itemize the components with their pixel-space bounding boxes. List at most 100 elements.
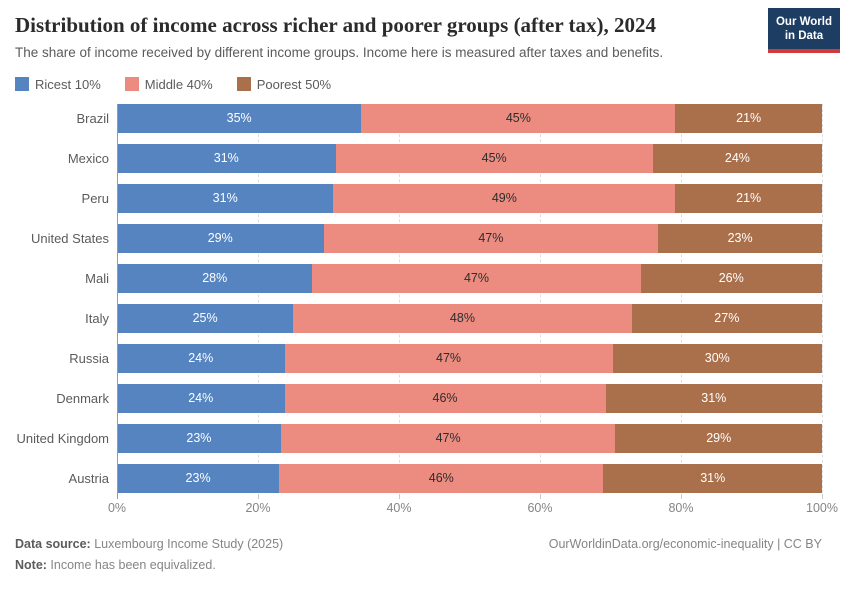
- data-source-label: Data source:: [15, 536, 91, 551]
- chart-rows: Brazil 35% 45% 21% Mexico 31% 45% 24% Peru 31% 49%…: [15, 103, 822, 493]
- legend-swatch-icon: [15, 77, 29, 92]
- note-text: Income has been equivalized.: [46, 557, 216, 572]
- chart-title: Distribution of income across richer and…: [15, 13, 657, 37]
- bar-row: United Kingdom 23% 47% 29%: [15, 423, 822, 453]
- bar-segment: 45%: [361, 103, 676, 133]
- legend-label: Poorest 50%: [256, 76, 332, 92]
- bar-segment: 49%: [333, 183, 676, 213]
- bar-row: Italy 25% 48% 27%: [15, 303, 822, 333]
- bar-segment: 31%: [117, 183, 334, 213]
- note-line: Note: Income has been equivalized.: [15, 555, 283, 576]
- bar-segment: 28%: [117, 263, 313, 293]
- gridlines-layer: [117, 103, 823, 493]
- bar-segment: 30%: [612, 343, 822, 373]
- country-label: Brazil: [76, 110, 109, 126]
- bar-row: Mali 28% 47% 26%: [15, 263, 822, 293]
- axis-tick-label: 0%: [107, 500, 127, 515]
- bar-segment: 27%: [631, 303, 822, 333]
- bar-segment: 46%: [279, 463, 604, 493]
- axis-tick: [822, 493, 823, 499]
- legend-label: Middle 40%: [144, 76, 213, 92]
- country-label: Mexico: [67, 150, 109, 166]
- stacked-bar: 23% 47% 29%: [117, 423, 822, 453]
- bar-segment: 46%: [284, 383, 606, 413]
- legend-item: Poorest 50%: [236, 76, 332, 92]
- country-label: United Kingdom: [16, 430, 110, 446]
- axis-tick: [681, 493, 682, 499]
- legend-label: Ricest 10%: [35, 76, 101, 92]
- stacked-bar: 23% 46% 31%: [117, 463, 822, 493]
- bar-segment: 21%: [675, 103, 822, 133]
- bar-segment: 31%: [605, 383, 822, 413]
- country-label: Austria: [68, 470, 109, 486]
- bar-segment: 24%: [117, 343, 285, 373]
- legend-item: Middle 40%: [124, 76, 213, 92]
- x-axis: 0% 20% 40% 60% 80% 100%: [108, 493, 838, 519]
- country-label: Russia: [69, 350, 109, 366]
- footer-citation-link[interactable]: OurWorldinData.org/economic-inequality |…: [548, 536, 822, 551]
- stacked-bar: 25% 48% 27%: [117, 303, 822, 333]
- axis-tick-label: 60%: [527, 500, 553, 515]
- country-label: United States: [30, 230, 109, 246]
- bar-row: Brazil 35% 45% 21%: [15, 103, 822, 133]
- stacked-bar: 29% 47% 23%: [117, 223, 822, 253]
- data-source-line: Data source: Luxembourg Income Study (20…: [15, 534, 283, 555]
- gridline: [540, 103, 541, 493]
- note-label: Note:: [15, 557, 47, 572]
- legend: Ricest 10% Middle 40% Poorest 50%: [15, 77, 822, 92]
- bar-segment: 21%: [675, 183, 822, 213]
- bar-row: Russia 24% 47% 30%: [15, 343, 822, 373]
- bar-segment: 24%: [117, 383, 285, 413]
- bar-segment: 47%: [280, 423, 616, 453]
- gridline: [822, 103, 823, 493]
- owid-logo-line1: Our World: [775, 16, 832, 28]
- bar-segment: 48%: [293, 303, 632, 333]
- bar-segment: 23%: [658, 223, 822, 253]
- chart-footer: Data source: Luxembourg Income Study (20…: [15, 534, 822, 577]
- stacked-bar: 28% 47% 26%: [117, 263, 822, 293]
- y-axis-line: [117, 103, 118, 499]
- bar-segment: 45%: [335, 143, 653, 173]
- bar-row: Mexico 31% 45% 24%: [15, 143, 822, 173]
- bar-segment: 23%: [117, 463, 280, 493]
- chart-subtitle: The share of income received by differen…: [15, 45, 664, 61]
- stacked-bar: 31% 45% 24%: [117, 143, 822, 173]
- axis-tick-label: 80%: [668, 500, 694, 515]
- bar-segment: 29%: [615, 423, 822, 453]
- gridline: [399, 103, 400, 493]
- stacked-bar: 35% 45% 21%: [117, 103, 822, 133]
- country-label: Denmark: [56, 390, 109, 406]
- legend-item: Ricest 10%: [15, 77, 101, 92]
- axis-tick: [540, 493, 541, 499]
- stacked-bar: 24% 47% 30%: [117, 343, 822, 373]
- axis-tick-label: 100%: [806, 500, 838, 515]
- stacked-bar: 24% 46% 31%: [117, 383, 822, 413]
- bar-row: Denmark 24% 46% 31%: [15, 383, 822, 413]
- bar-row: Austria 23% 46% 31%: [15, 463, 822, 493]
- axis-tick: [399, 493, 400, 499]
- axis-tick: [258, 493, 259, 499]
- owid-logo-line2: in Data: [784, 30, 824, 43]
- bar-segment: 47%: [284, 343, 613, 373]
- bar-segment: 26%: [640, 263, 822, 293]
- country-label: Peru: [81, 190, 109, 206]
- country-label: Mali: [85, 270, 109, 286]
- bar-segment: 35%: [117, 103, 362, 133]
- bar-segment: 31%: [117, 143, 336, 173]
- bar-row: Peru 31% 49% 21%: [15, 183, 822, 213]
- bar-segment: 25%: [117, 303, 294, 333]
- bar-segment: 29%: [117, 223, 324, 253]
- legend-swatch-icon: [124, 77, 139, 92]
- footer-left: Data source: Luxembourg Income Study (20…: [15, 534, 283, 577]
- data-source-text: Luxembourg Income Study (2025): [90, 536, 284, 551]
- bar-segment: 31%: [603, 463, 822, 493]
- gridline: [258, 103, 259, 493]
- country-label: Italy: [85, 310, 109, 326]
- bar-row: United States 29% 47% 23%: [15, 223, 822, 253]
- stacked-bar-chart: Brazil 35% 45% 21% Mexico 31% 45% 24% Peru 31% 49%…: [15, 103, 838, 519]
- gridline: [681, 103, 682, 493]
- legend-swatch-icon: [236, 77, 251, 92]
- owid-logo: Our World in Data: [767, 8, 840, 53]
- bar-segment: 24%: [652, 143, 822, 173]
